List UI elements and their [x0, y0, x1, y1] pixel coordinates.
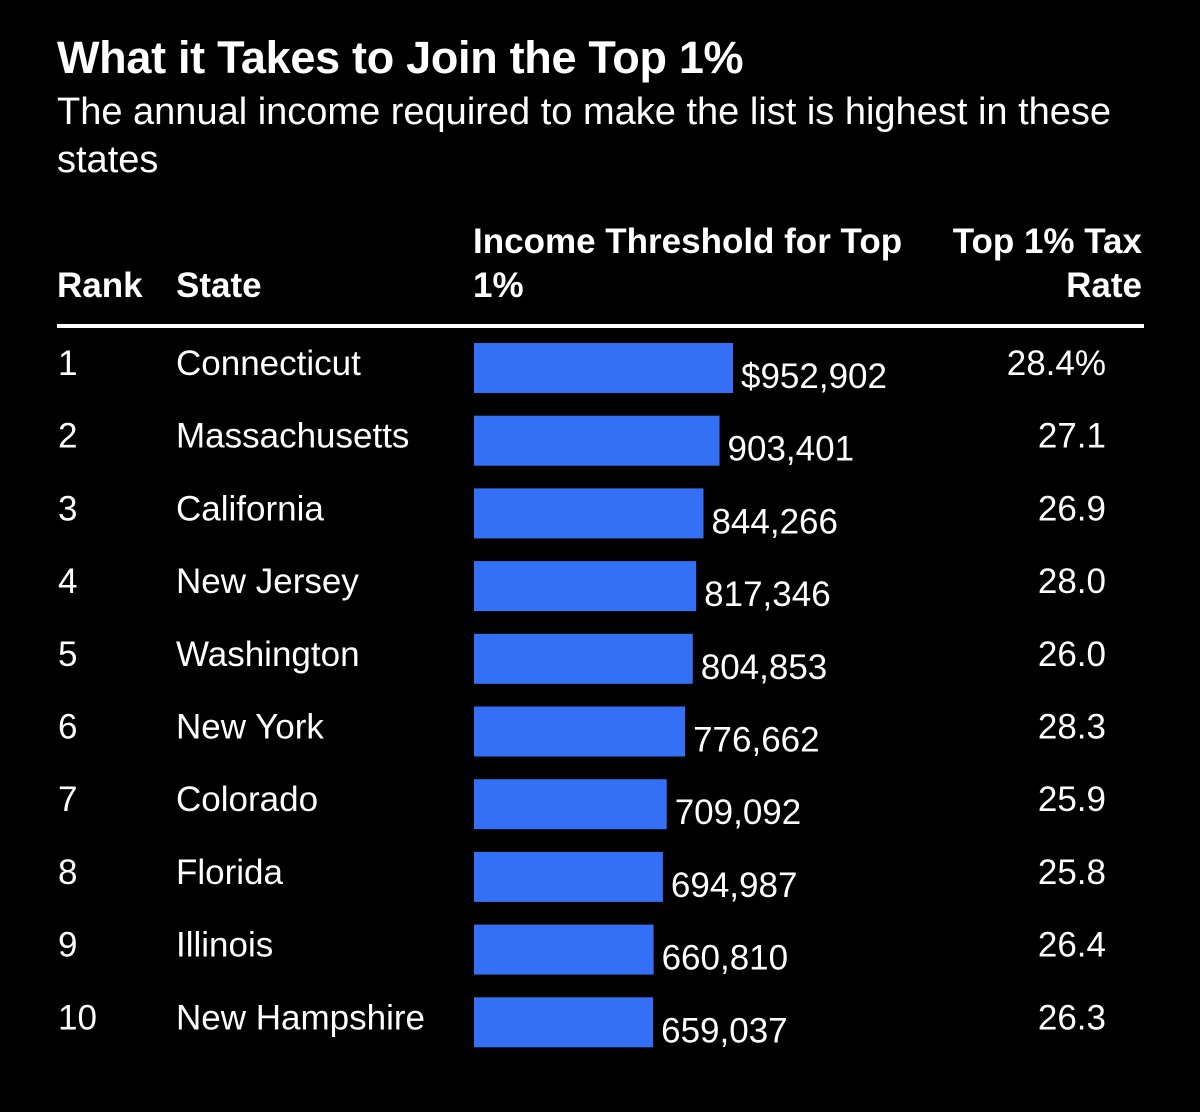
- income-value-label: 660,810: [662, 939, 789, 978]
- rank-label: 1: [58, 344, 77, 383]
- rank-label: 3: [58, 489, 77, 528]
- income-bar: [474, 561, 697, 612]
- state-label: Colorado: [176, 780, 318, 819]
- state-label: Connecticut: [176, 344, 361, 383]
- chart-title: What it Takes to Join the Top 1%: [57, 32, 744, 83]
- tax-rate-label: 26.4: [1038, 926, 1106, 965]
- chart-subtitle: The annual income required to make the l…: [57, 91, 1112, 181]
- rank-label: 6: [58, 708, 77, 747]
- income-value-label: 804,853: [701, 648, 828, 687]
- rank-label: 2: [58, 417, 77, 456]
- income-value-label: 817,346: [704, 575, 831, 614]
- header-tax-rate: Top 1% Tax Rate: [952, 222, 1142, 305]
- state-label: Washington: [176, 635, 360, 674]
- rank-label: 7: [58, 780, 77, 819]
- state-label: California: [176, 489, 324, 528]
- income-bar: [474, 997, 654, 1048]
- state-label: New York: [176, 708, 324, 747]
- income-bar: [474, 924, 654, 975]
- income-bar: [474, 633, 693, 684]
- income-value-label: $952,902: [741, 357, 887, 396]
- income-bar: [474, 415, 720, 466]
- header-rank: Rank: [57, 266, 143, 305]
- state-label: New Jersey: [176, 562, 359, 601]
- rank-label: 4: [58, 562, 77, 601]
- rank-label: 5: [58, 635, 77, 674]
- tax-rate-label: 25.9: [1038, 780, 1106, 819]
- tax-rate-label: 28.0: [1038, 562, 1106, 601]
- header-state: State: [176, 266, 262, 305]
- header-income-threshold: Income Threshold for Top 1%: [473, 222, 903, 305]
- tax-rate-label: 26.0: [1038, 635, 1106, 674]
- tax-rate-label: 28.3: [1038, 708, 1106, 747]
- state-label: New Hampshire: [176, 998, 425, 1037]
- rank-label: 8: [58, 853, 77, 892]
- income-bar: [474, 488, 704, 539]
- income-value-label: 844,266: [711, 502, 838, 541]
- state-label: Massachusetts: [176, 417, 409, 456]
- income-value-label: 659,037: [661, 1011, 788, 1050]
- tax-rate-label: 27.1: [1038, 417, 1106, 456]
- tax-rate-label: 25.8: [1038, 853, 1106, 892]
- income-bar: [474, 706, 686, 757]
- tax-rate-label: 26.9: [1038, 489, 1106, 528]
- tax-rate-label: 28.4%: [1007, 344, 1106, 383]
- income-value-label: 903,401: [728, 430, 855, 469]
- income-bar: [474, 851, 663, 902]
- header-rule: [57, 324, 1144, 328]
- income-value-label: 709,092: [675, 793, 802, 832]
- state-label: Illinois: [176, 926, 273, 965]
- state-label: Florida: [176, 853, 284, 892]
- income-value-label: 694,987: [671, 866, 798, 905]
- income-bar: [474, 343, 733, 393]
- income-bar: [474, 779, 667, 830]
- rank-label: 10: [58, 998, 97, 1037]
- tax-rate-label: 26.3: [1038, 998, 1106, 1037]
- income-value-label: 776,662: [693, 721, 820, 760]
- rank-label: 9: [58, 926, 77, 965]
